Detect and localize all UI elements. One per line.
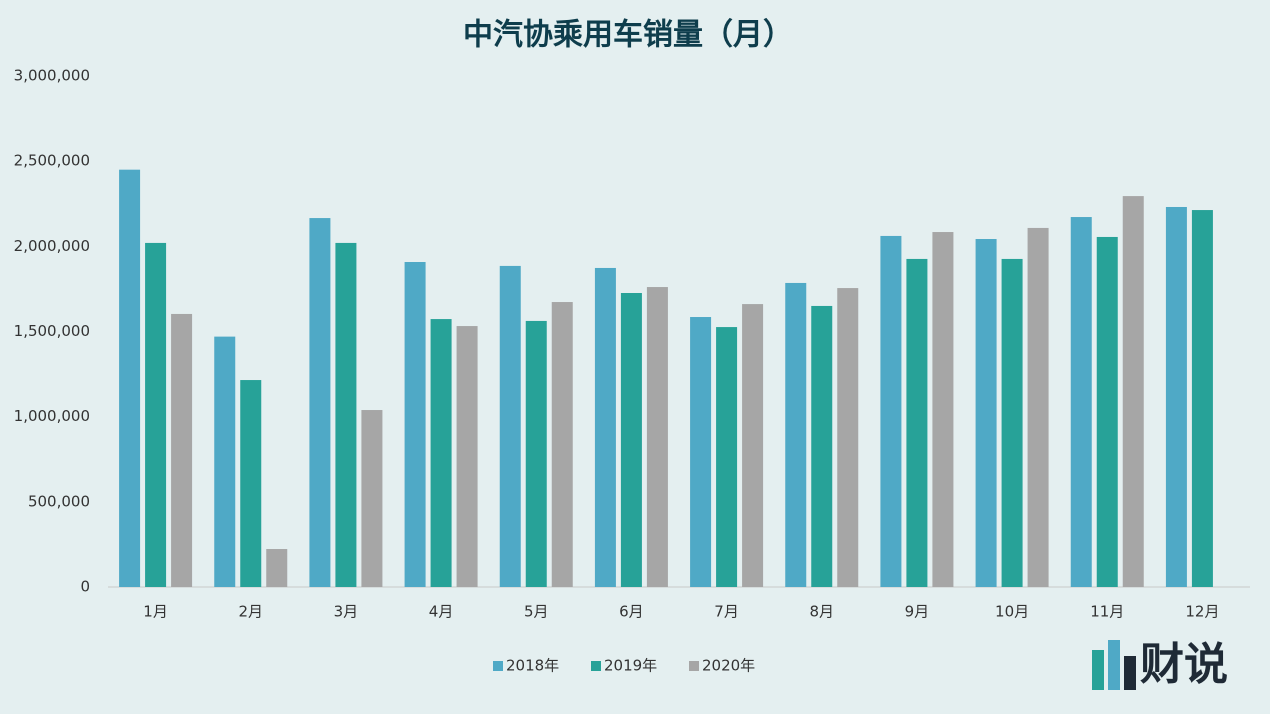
bar	[309, 218, 331, 588]
bar	[171, 313, 193, 587]
bar	[690, 317, 712, 587]
bar	[240, 380, 262, 587]
bar	[1165, 206, 1187, 587]
legend-swatch	[591, 661, 601, 671]
bar	[456, 326, 478, 587]
bar	[499, 265, 521, 587]
x-tick-label: 4月	[429, 603, 454, 621]
bar	[932, 232, 954, 587]
legend-label: 2018年	[506, 657, 559, 675]
y-tick-label: 2,500,000	[14, 152, 90, 170]
bar	[620, 293, 642, 587]
x-tick-label: 1月	[143, 603, 168, 621]
bar	[1070, 217, 1092, 587]
bar	[1001, 258, 1023, 587]
bar	[119, 169, 141, 587]
bar	[525, 320, 547, 587]
bar	[1027, 227, 1049, 588]
logo-text: 财说	[1140, 639, 1228, 690]
bar	[335, 242, 357, 587]
x-tick-label: 5月	[524, 603, 549, 621]
bar	[594, 267, 616, 587]
logo-bar	[1092, 650, 1104, 690]
bar	[214, 336, 236, 587]
logo-bar	[1108, 640, 1120, 690]
bar	[785, 282, 807, 587]
x-tick-label: 3月	[334, 603, 359, 621]
chart-title: 中汽协乘用车销量（月）	[463, 18, 793, 53]
x-tick-label: 8月	[809, 603, 834, 621]
bar	[145, 242, 167, 587]
bar	[811, 305, 833, 587]
bar	[742, 304, 764, 587]
bar	[1096, 236, 1118, 587]
logo-bar	[1124, 656, 1136, 690]
x-tick-label: 6月	[619, 603, 644, 621]
y-tick-label: 1,500,000	[14, 322, 90, 340]
bar	[1122, 196, 1144, 587]
x-tick-label: 12月	[1185, 603, 1219, 621]
x-tick-label: 10月	[995, 603, 1029, 621]
bar	[837, 288, 859, 587]
bar	[430, 319, 452, 587]
legend-label: 2019年	[604, 657, 657, 675]
bar	[551, 302, 573, 587]
bar	[361, 410, 383, 587]
x-tick-label: 7月	[714, 603, 739, 621]
y-tick-label: 0	[80, 578, 90, 596]
bar	[975, 239, 997, 587]
bar	[1191, 210, 1213, 587]
bar	[880, 235, 902, 587]
bar	[716, 327, 738, 587]
y-tick-label: 500,000	[28, 492, 90, 510]
bar	[266, 549, 288, 587]
bar	[646, 287, 668, 587]
bar	[906, 258, 928, 587]
x-tick-label: 11月	[1090, 603, 1124, 621]
y-tick-label: 2,000,000	[14, 237, 90, 255]
x-tick-label: 9月	[905, 603, 930, 621]
x-tick-label: 2月	[238, 603, 263, 621]
legend-swatch	[689, 661, 699, 671]
bar	[404, 262, 426, 587]
y-tick-label: 1,000,000	[14, 407, 90, 425]
y-tick-label: 3,000,000	[14, 67, 90, 85]
legend-swatch	[493, 661, 503, 671]
legend-label: 2020年	[702, 657, 755, 675]
